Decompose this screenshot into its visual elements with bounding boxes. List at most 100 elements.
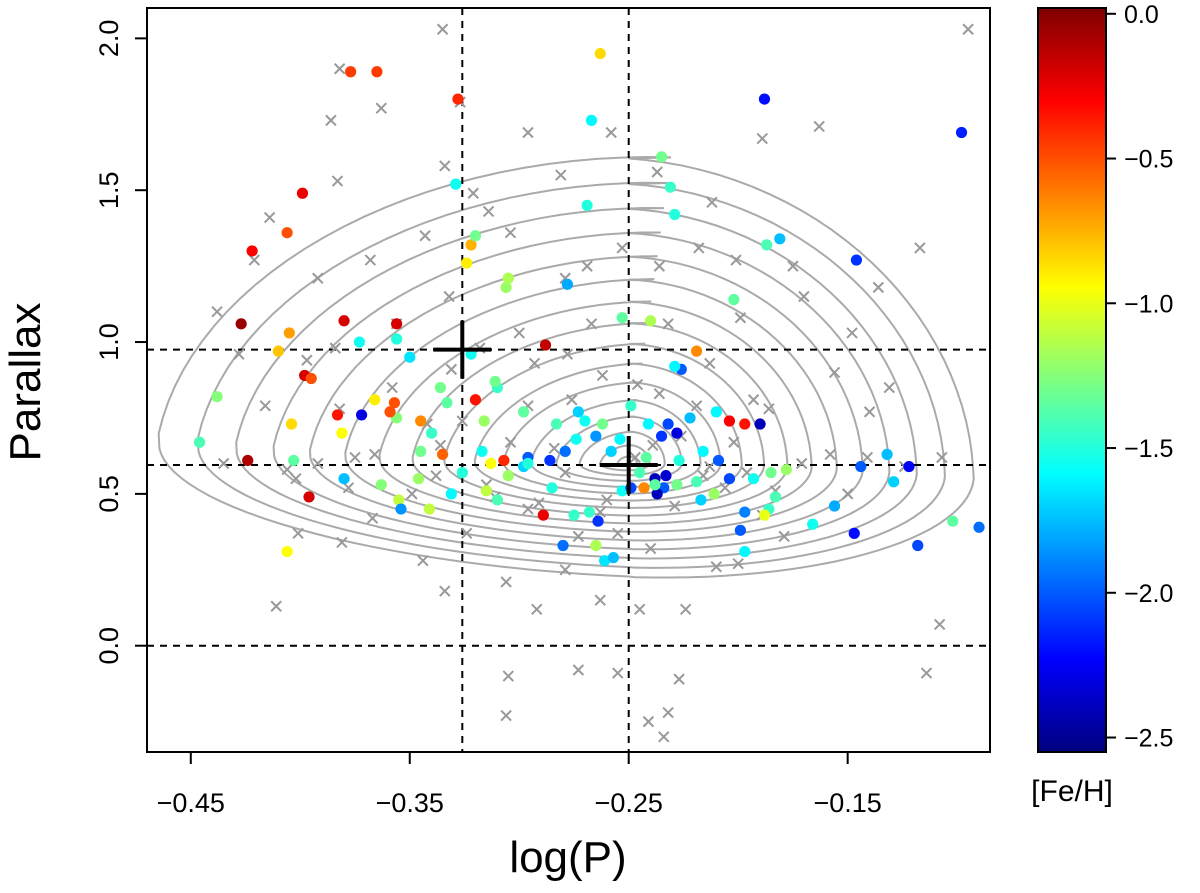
metallicity-point	[404, 351, 416, 363]
metallicity-point	[734, 524, 746, 536]
x-marker-point	[936, 451, 948, 464]
x-marker-point	[217, 457, 230, 470]
contour-level	[157, 155, 975, 579]
x-marker-point	[662, 318, 674, 330]
colorbar-tick-label: −1.0	[1124, 290, 1173, 318]
x-marker-point	[730, 254, 742, 266]
x-marker-point	[933, 618, 946, 631]
y-axis: 0.0 0.5 1.0 1.5 2.0	[94, 20, 147, 665]
x-marker-point	[559, 564, 571, 576]
metallicity-point	[739, 506, 751, 518]
x-marker-point	[962, 23, 974, 35]
metallicity-point	[651, 488, 663, 500]
metallicity-point	[583, 506, 595, 518]
x-marker-point	[647, 439, 659, 451]
x-marker-point	[290, 472, 302, 485]
x-marker-point	[798, 290, 810, 303]
metallicity-point	[780, 463, 792, 476]
metallicity-point	[625, 400, 637, 412]
x-marker-point	[585, 318, 598, 330]
metallicity-point	[697, 445, 709, 457]
x-marker-point	[364, 254, 377, 266]
metallicity-point	[371, 66, 383, 78]
x-marker-point	[863, 406, 876, 418]
x-marker-point	[756, 132, 768, 145]
metallicity-point	[391, 318, 403, 330]
x-marker-point	[594, 506, 606, 518]
y-tick-label: 0.5	[94, 475, 124, 513]
x-marker-point	[417, 554, 429, 567]
metallicity-point	[572, 406, 584, 418]
metallicity-point	[480, 485, 492, 497]
x-marker-point	[263, 211, 276, 224]
x-marker-point	[710, 561, 723, 573]
x-marker-point	[670, 753, 680, 763]
x-axis: −0.45 −0.35 −0.25 −0.15	[157, 752, 882, 818]
y-axis-label: Parallax	[1, 303, 50, 462]
x-marker-point	[375, 102, 387, 114]
center-plus-marker	[599, 436, 658, 495]
metallicity-point	[456, 467, 468, 479]
reference-lines	[147, 8, 990, 752]
x-marker-point	[824, 448, 836, 461]
metallicity-point	[754, 418, 766, 430]
metallicity-point	[193, 436, 206, 448]
x-marker-point	[233, 348, 245, 360]
x-marker-point	[445, 363, 458, 376]
x-marker-point	[456, 415, 469, 427]
x-marker-point	[443, 290, 455, 303]
x-marker-point	[460, 527, 473, 540]
x-marker-point	[342, 482, 355, 494]
metallicity-point	[671, 427, 683, 439]
x-marker-point	[828, 366, 841, 379]
metallicity-point	[723, 473, 736, 485]
x-marker-point	[502, 670, 514, 682]
metallicity-point	[461, 257, 473, 269]
x-axis-label: log(P)	[509, 833, 626, 882]
metallicity-point	[655, 430, 668, 442]
metallicity-point	[522, 457, 534, 470]
x-tick-label: −0.25	[595, 788, 663, 818]
metallicity-point	[502, 272, 514, 284]
x-marker-point	[548, 442, 560, 455]
density-contours	[157, 155, 975, 579]
x-marker-point	[631, 378, 644, 391]
x-marker-point	[732, 558, 744, 570]
contour-level	[378, 300, 813, 525]
metallicity-point	[305, 372, 317, 385]
x-tick-label: −0.35	[376, 788, 444, 818]
x-marker-point	[594, 594, 606, 606]
metallicity-point	[296, 187, 309, 199]
x-marker-point	[522, 126, 534, 139]
x-marker-point	[555, 169, 567, 181]
metallicity-point	[518, 406, 530, 418]
metallicity-point	[436, 448, 449, 460]
metallicity-point	[485, 457, 497, 470]
metallicity-point	[888, 476, 900, 488]
metallicity-point	[285, 418, 298, 430]
metallicity-point	[353, 336, 365, 348]
x-marker-point	[653, 260, 666, 272]
x-marker-point	[333, 63, 346, 75]
x-marker-point	[596, 369, 609, 382]
x-marker-point	[430, 469, 442, 482]
y-tick-label: 0.0	[94, 627, 124, 665]
x-marker-series	[211, 23, 974, 763]
metallicity-point	[758, 509, 771, 521]
x-marker-point	[292, 527, 304, 540]
x-marker-point	[559, 466, 571, 479]
metallicity-point	[669, 360, 681, 372]
metallicity-point	[769, 491, 782, 503]
metallicity-point	[594, 47, 606, 60]
x-marker-point	[706, 196, 718, 209]
metallicity-point	[649, 479, 661, 491]
metallicity-point	[426, 427, 438, 439]
x-marker-point	[612, 527, 624, 540]
x-marker-point	[690, 400, 703, 412]
metallicity-point	[579, 415, 591, 427]
metallicity-point	[807, 518, 819, 530]
metallicity-point	[242, 454, 254, 467]
x-marker-point	[883, 381, 895, 394]
x-marker-point	[861, 451, 874, 464]
x-marker-point	[270, 600, 282, 612]
